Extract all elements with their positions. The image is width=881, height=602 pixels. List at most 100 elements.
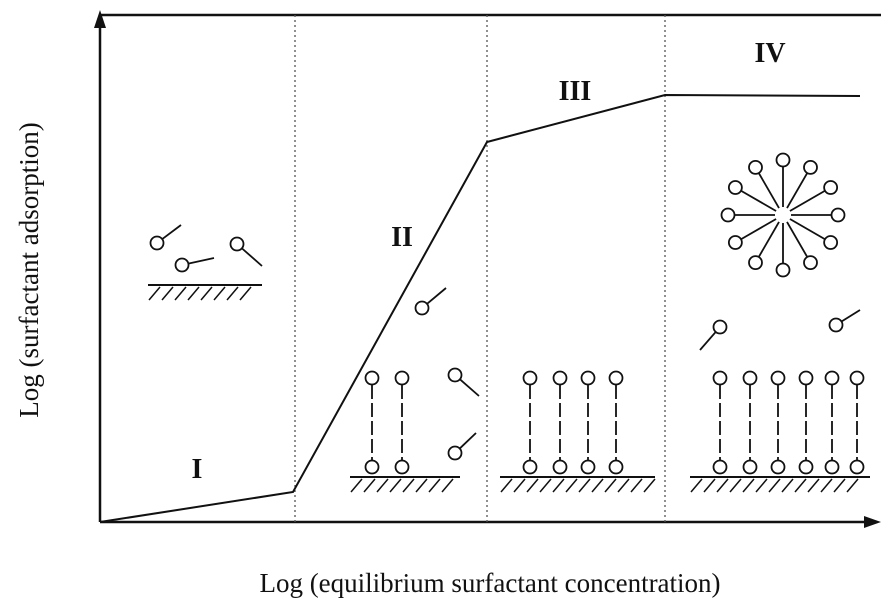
head (748, 159, 763, 175)
head (229, 236, 245, 252)
head (823, 235, 839, 250)
head (742, 370, 758, 386)
molecules (148, 152, 870, 493)
head (447, 445, 463, 461)
hatch (363, 478, 376, 493)
tail (841, 309, 861, 323)
head (522, 459, 538, 475)
hatch (833, 478, 846, 493)
hatch (402, 478, 415, 493)
head (775, 262, 791, 278)
region-label: IV (754, 38, 785, 69)
head (712, 370, 728, 386)
head (608, 370, 624, 386)
hatch (703, 478, 716, 493)
hatch (794, 478, 807, 493)
head (775, 152, 791, 168)
hatch (526, 478, 539, 493)
hatch (239, 286, 252, 301)
region-label: I (192, 454, 203, 485)
tail (786, 221, 808, 258)
tail (241, 247, 263, 267)
hatch (428, 478, 441, 493)
hatch (591, 478, 604, 493)
region-label: III (559, 76, 592, 107)
head (824, 370, 840, 386)
hatch (781, 478, 794, 493)
hatch (617, 478, 630, 493)
head (823, 180, 839, 195)
head (770, 370, 786, 386)
head (364, 459, 380, 475)
tail (459, 432, 477, 449)
hatch (350, 478, 363, 493)
hatch (200, 286, 213, 301)
head (712, 319, 728, 335)
hatch (643, 478, 656, 493)
hatch (552, 478, 565, 493)
head (770, 459, 786, 475)
head (828, 317, 844, 333)
head (174, 257, 190, 273)
hatch (226, 286, 239, 301)
tail (740, 190, 777, 212)
head (727, 235, 743, 250)
head (798, 370, 814, 386)
head (552, 459, 568, 475)
tail (789, 190, 826, 212)
hatch (161, 286, 174, 301)
hatch (820, 478, 833, 493)
tail (459, 378, 480, 397)
head (394, 370, 410, 386)
head (803, 159, 818, 175)
head (824, 459, 840, 475)
hatch (846, 478, 859, 493)
tail (699, 331, 717, 351)
head (447, 367, 463, 383)
head (580, 459, 596, 475)
head (849, 459, 865, 475)
head (727, 180, 743, 195)
region-dividers (294, 15, 666, 522)
hatch (565, 478, 578, 493)
hatch (441, 478, 454, 493)
x-arrow (864, 516, 881, 528)
head (149, 235, 165, 251)
tail (758, 221, 780, 258)
tail (789, 218, 826, 240)
isotherm-curve (99, 93, 861, 523)
hatch (768, 478, 781, 493)
hatch (539, 478, 552, 493)
y-arrow (94, 10, 106, 28)
head (552, 370, 568, 386)
region-label: II (391, 222, 413, 253)
hatch (690, 478, 703, 493)
head (849, 370, 865, 386)
hatch (630, 478, 643, 493)
hatch (578, 478, 591, 493)
hatch (187, 286, 200, 301)
hatch (807, 478, 820, 493)
head (742, 459, 758, 475)
tail (426, 287, 447, 305)
head (803, 255, 818, 271)
y-axis-label: Log (surfactant adsorption) (14, 122, 44, 417)
head (712, 459, 728, 475)
head (720, 207, 736, 223)
head (394, 459, 410, 475)
tail (162, 224, 182, 240)
hatch (376, 478, 389, 493)
head (798, 459, 814, 475)
head (414, 300, 430, 316)
hatch (148, 286, 161, 301)
hatch (604, 478, 617, 493)
head (748, 255, 763, 271)
hatch (174, 286, 187, 301)
head (364, 370, 380, 386)
tail (758, 172, 780, 209)
x-axis-label: Log (equilibrium surfactant concentratio… (259, 568, 720, 598)
hatch (742, 478, 755, 493)
hatch (513, 478, 526, 493)
frame (98, 13, 881, 524)
